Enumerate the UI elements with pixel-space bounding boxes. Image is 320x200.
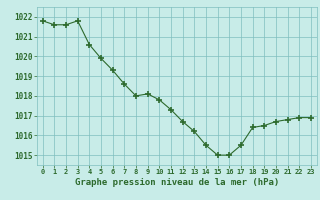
X-axis label: Graphe pression niveau de la mer (hPa): Graphe pression niveau de la mer (hPa) (75, 178, 279, 187)
